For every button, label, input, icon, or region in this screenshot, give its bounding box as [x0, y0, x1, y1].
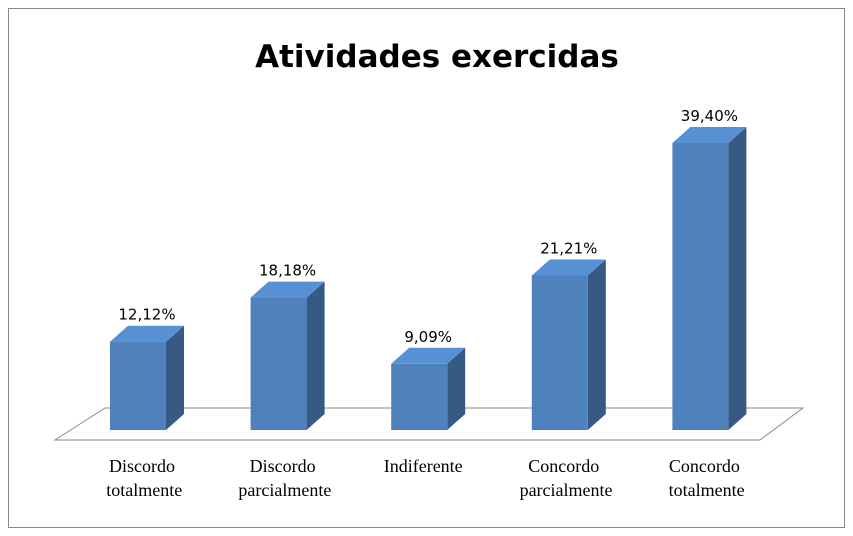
- bar-front: [672, 143, 729, 430]
- bar: [110, 325, 184, 430]
- bar-side: [447, 347, 466, 430]
- bar-front: [250, 297, 307, 430]
- bar-top: [531, 259, 606, 276]
- bar-top: [110, 325, 184, 342]
- x-tick-label: Concordo totalmente: [664, 456, 744, 500]
- value-label: 39,40%: [681, 107, 738, 125]
- bar-side: [166, 325, 184, 430]
- x-tick-label: Indiferente: [384, 456, 463, 476]
- value-label: 9,09%: [404, 328, 452, 346]
- bar-side: [728, 127, 747, 430]
- bar-side: [306, 281, 325, 430]
- value-label: 18,18%: [259, 262, 316, 280]
- bar: [672, 127, 747, 430]
- bar: [531, 259, 606, 430]
- x-tick-label: Discordo parcialmente: [234, 456, 331, 500]
- bar-top: [391, 347, 466, 364]
- bar-front: [110, 341, 166, 430]
- bar: [250, 281, 325, 430]
- bar-front: [391, 363, 448, 430]
- bar-top: [672, 127, 747, 143]
- value-label: 21,21%: [540, 240, 597, 258]
- bar-front: [531, 275, 588, 430]
- x-tick-label: Concordo parcialmente: [515, 456, 612, 500]
- bar-side: [587, 259, 606, 430]
- bar: [391, 347, 466, 430]
- bar-top: [250, 281, 325, 298]
- chart-title: Atividades exercidas: [255, 39, 619, 75]
- x-tick-label: Discordo totalmente: [102, 456, 182, 500]
- value-label: 12,12%: [118, 306, 175, 324]
